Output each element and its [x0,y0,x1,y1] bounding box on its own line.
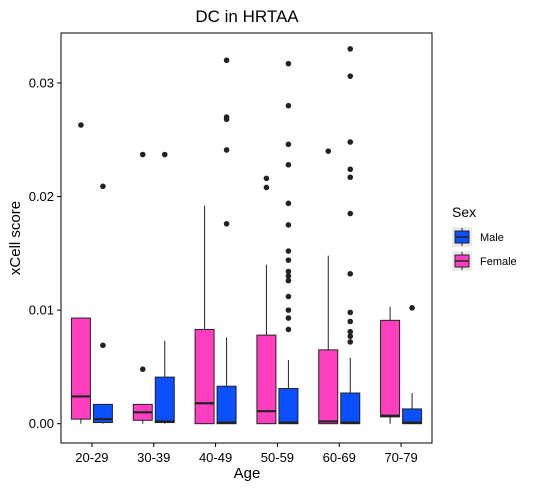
outlier-point [285,268,292,275]
plot-area: 0.00 0.01 0.02 0.03 20-29 30-39 40-49 50-59 60-6… [29,32,433,465]
outlier-point [347,270,354,277]
y-axis-title: xCell score [7,201,24,275]
outlier-point [285,60,292,67]
outlier-point [223,147,230,153]
outlier-point [78,122,84,128]
outlier-point [139,151,146,158]
outlier-point [100,342,106,349]
box-male-60-69 [340,46,361,425]
outlier-point [161,151,168,158]
outlier-point [325,148,332,154]
x-tick-label: 70-79 [384,450,417,465]
box-female-70-79 [380,306,401,424]
outlier-point [285,307,292,313]
box-body [92,403,113,424]
y-tick-label: 0.02 [29,189,54,204]
box-body [278,387,299,425]
box-body [194,328,215,425]
outlier-point [100,183,106,190]
outlier-point [263,184,270,191]
outlier-point [347,174,354,181]
y-tick-label: 0.03 [29,75,54,90]
box-male-70-79 [402,305,423,425]
box-body [340,392,361,425]
box-male-20-29 [92,183,113,424]
box-body [256,334,277,425]
box-body [70,317,91,420]
box-male-50-59 [278,60,299,425]
outlier-point [347,46,354,52]
box-body [154,376,175,424]
y-tick-label: 0.01 [29,303,54,318]
outlier-point [223,114,230,120]
legend-label: Female [480,256,517,268]
box-female-60-69 [318,148,339,425]
outlier-point [285,141,292,148]
outlier-point [285,326,292,333]
outlier-point [263,175,270,182]
outlier-point [409,305,415,311]
outlier-point [285,273,292,279]
outlier-point [347,210,354,217]
x-axis-title: Age [234,465,261,482]
outlier-point [285,257,292,263]
box-body [402,408,423,425]
legend: Sex Male Female [452,204,517,271]
box-male-30-39 [154,151,175,424]
outlier-point [285,161,292,168]
outlier-point [285,222,292,228]
outlier-point [347,333,354,340]
outlier-point [223,57,230,64]
box-body [216,385,237,425]
outlier-point [347,328,354,335]
outlier-point [347,309,354,316]
box-body [318,349,339,425]
outlier-point [347,73,354,79]
plot-panel [60,32,433,444]
x-tick-label: 30-39 [137,450,170,465]
y-tick-label: 0.00 [29,416,54,431]
legend-label: Male [480,232,504,244]
box-male-40-49 [216,57,237,425]
chart-title: DC in HRTAA [195,7,299,26]
outlier-point [285,315,292,321]
box-female-30-39 [132,151,153,424]
outlier-point [223,221,230,227]
legend-title: Sex [452,204,476,220]
x-tick-label: 40-49 [199,450,232,465]
outlier-point [139,366,146,372]
outlier-point [347,339,354,345]
outlier-point [347,318,354,325]
x-tick-label: 50-59 [261,450,294,465]
box-female-50-59 [256,175,277,425]
outlier-point [347,166,354,173]
outlier-point [285,293,292,300]
outlier-point [285,248,292,254]
legend-item-female: Female [452,251,517,271]
box-female-40-49 [194,205,215,425]
box-female-20-29 [70,122,91,424]
x-tick-label: 20-29 [75,450,108,465]
x-tick-label: 60-69 [323,450,356,465]
outlier-point [285,277,292,284]
outlier-point [285,102,292,109]
box-body [380,319,401,418]
legend-item-male: Male [452,227,504,247]
outlier-point [347,139,354,145]
outlier-point [285,200,292,207]
